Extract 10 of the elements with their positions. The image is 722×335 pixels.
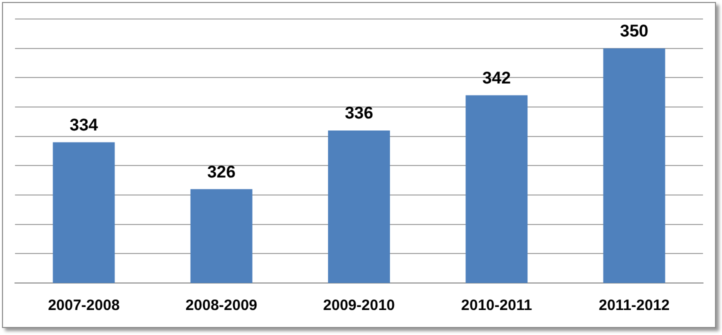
x-tick-label: 2009-2010 <box>323 297 395 314</box>
data-label: 350 <box>620 22 648 41</box>
data-label: 334 <box>70 115 99 134</box>
x-tick-label: 2010-2011 <box>461 297 532 314</box>
x-tick-label: 2008-2009 <box>186 297 258 314</box>
x-tick-label: 2011-2012 <box>598 297 670 314</box>
data-label: 326 <box>207 162 236 182</box>
x-tick-label: 2007-2008 <box>48 297 120 314</box>
data-label: 342 <box>482 68 511 88</box>
data-label: 336 <box>344 104 374 123</box>
